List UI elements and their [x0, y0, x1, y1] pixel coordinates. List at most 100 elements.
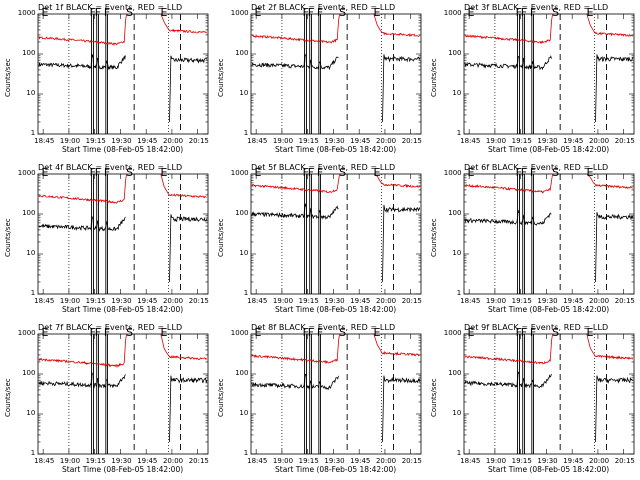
events-series-pre: [464, 370, 552, 389]
x-tick-label: 19:15: [85, 297, 106, 305]
annotation-label: E: [160, 6, 168, 19]
annotation-label: F: [529, 166, 537, 179]
lld-series-pre: [38, 333, 127, 369]
x-tick-label: 19:15: [85, 457, 106, 465]
detector-panel-3: Det 3f BLACK = Events, RED = LLD Start Ti…: [426, 0, 639, 160]
detector-panel-8: Det 8f BLACK = Events, RED = LLD Start Ti…: [213, 320, 426, 480]
panel-title: Det 7f BLACK = Events, RED = LLD: [38, 323, 183, 332]
y-tick-label: 1: [30, 449, 36, 457]
events-series-pre: [464, 55, 552, 71]
y-tick-label: 1: [30, 289, 36, 297]
x-axis-label: Start Time (08-Feb-05 18:42:00): [488, 465, 610, 474]
panel-plot: [463, 173, 635, 295]
events-series-post: [169, 55, 208, 123]
plot-frame: [37, 13, 209, 135]
x-tick-label: 19:00: [272, 297, 294, 305]
plot-frame: [250, 333, 422, 455]
annotation-label: E: [467, 6, 475, 19]
y-tick-label: 1000: [443, 329, 462, 337]
annotation-label: S: [552, 326, 560, 339]
x-tick-label: 19:00: [485, 457, 507, 465]
x-tick-label: 20:15: [614, 297, 635, 305]
x-tick-label: 20:15: [614, 137, 635, 145]
x-tick-label: 20:15: [401, 297, 422, 305]
panel-title: Det 6f BLACK = Events, RED = LLD: [464, 163, 609, 172]
x-tick-label: 20:00: [162, 137, 184, 145]
x-tick-label: 19:15: [85, 137, 106, 145]
annotation-label: E: [586, 326, 594, 339]
panel-plot: [250, 173, 422, 295]
events-series-pre: [38, 215, 126, 232]
annotation-label: F: [89, 326, 96, 339]
x-tick-label: 20:15: [188, 297, 209, 305]
panel-title: Det 1f BLACK = Events, RED = LLD: [38, 3, 183, 12]
y-tick-label: 1000: [230, 9, 249, 17]
lld-series-post: [160, 173, 207, 199]
lld-series-pre: [38, 173, 127, 204]
y-tick-label: 100: [22, 369, 36, 377]
events-series-post: [595, 54, 634, 123]
x-tick-label: 19:30: [324, 297, 345, 305]
annotation-label: F: [94, 6, 102, 19]
y-tick-label: 10: [239, 409, 249, 417]
annotation-label: F: [302, 6, 309, 19]
panel-plot: [250, 13, 422, 135]
annotation-label: E: [467, 166, 475, 179]
panel-plot: [250, 333, 422, 455]
x-tick-label: 18:45: [460, 297, 481, 305]
x-tick-label: 19:00: [59, 297, 81, 305]
y-tick-label: 1: [243, 289, 249, 297]
y-tick-label: 1: [243, 129, 249, 137]
annotation-label: F: [302, 166, 309, 179]
panel-plot: [37, 333, 209, 455]
plot-frame: [37, 333, 209, 455]
lld-series-post: [373, 333, 420, 357]
annotation-label: F: [515, 326, 522, 339]
x-tick-label: 18:45: [247, 297, 268, 305]
x-tick-label: 19:00: [59, 137, 81, 145]
events-series-pre: [38, 372, 126, 389]
annotation-label: F: [515, 166, 522, 179]
y-tick-label: 1000: [17, 9, 36, 17]
x-tick-label: 18:45: [34, 457, 55, 465]
y-tick-label: 100: [22, 209, 36, 217]
panel-plot: [463, 333, 635, 455]
y-tick-label: 100: [22, 49, 36, 57]
annotation-label: F: [316, 166, 324, 179]
y-tick-label: 100: [235, 49, 249, 57]
y-tick-label: 10: [452, 249, 462, 257]
annotation-label: F: [94, 166, 102, 179]
annotation-label: F: [307, 326, 315, 339]
x-axis-label: Start Time (08-Feb-05 18:42:00): [62, 305, 184, 314]
x-tick-label: 19:30: [111, 457, 132, 465]
x-tick-label: 19:00: [485, 297, 507, 305]
y-tick-label: 1: [456, 129, 462, 137]
annotation-label: E: [586, 166, 594, 179]
annotation-label: F: [103, 326, 111, 339]
lld-series-pre: [251, 13, 340, 44]
lld-series-post: [373, 13, 420, 38]
x-tick-label: 19:45: [563, 137, 584, 145]
x-tick-label: 19:45: [137, 137, 158, 145]
detector-panel-9: Det 9f BLACK = Events, RED = LLD Start Ti…: [426, 320, 639, 480]
x-tick-label: 18:45: [34, 297, 55, 305]
annotation-label: F: [529, 6, 537, 19]
lld-series-post: [160, 13, 207, 34]
y-tick-label: 100: [235, 369, 249, 377]
annotation-label: E: [373, 6, 381, 19]
annotation-label: E: [373, 326, 381, 339]
plot-frame: [463, 173, 635, 295]
x-tick-label: 19:15: [511, 137, 532, 145]
events-series-pre: [251, 373, 339, 391]
annotation-label: E: [373, 166, 381, 179]
events-series-post: [595, 375, 634, 443]
y-tick-label: 10: [239, 89, 249, 97]
x-tick-label: 19:15: [511, 457, 532, 465]
panel-title: Det 8f BLACK = Events, RED = LLD: [251, 323, 396, 332]
x-axis-label: Start Time (08-Feb-05 18:42:00): [488, 305, 610, 314]
x-tick-label: 18:45: [460, 137, 481, 145]
annotation-label: F: [307, 166, 315, 179]
y-tick-label: 1000: [17, 169, 36, 177]
lld-series-pre: [38, 13, 127, 46]
annotation-label: E: [254, 326, 262, 339]
